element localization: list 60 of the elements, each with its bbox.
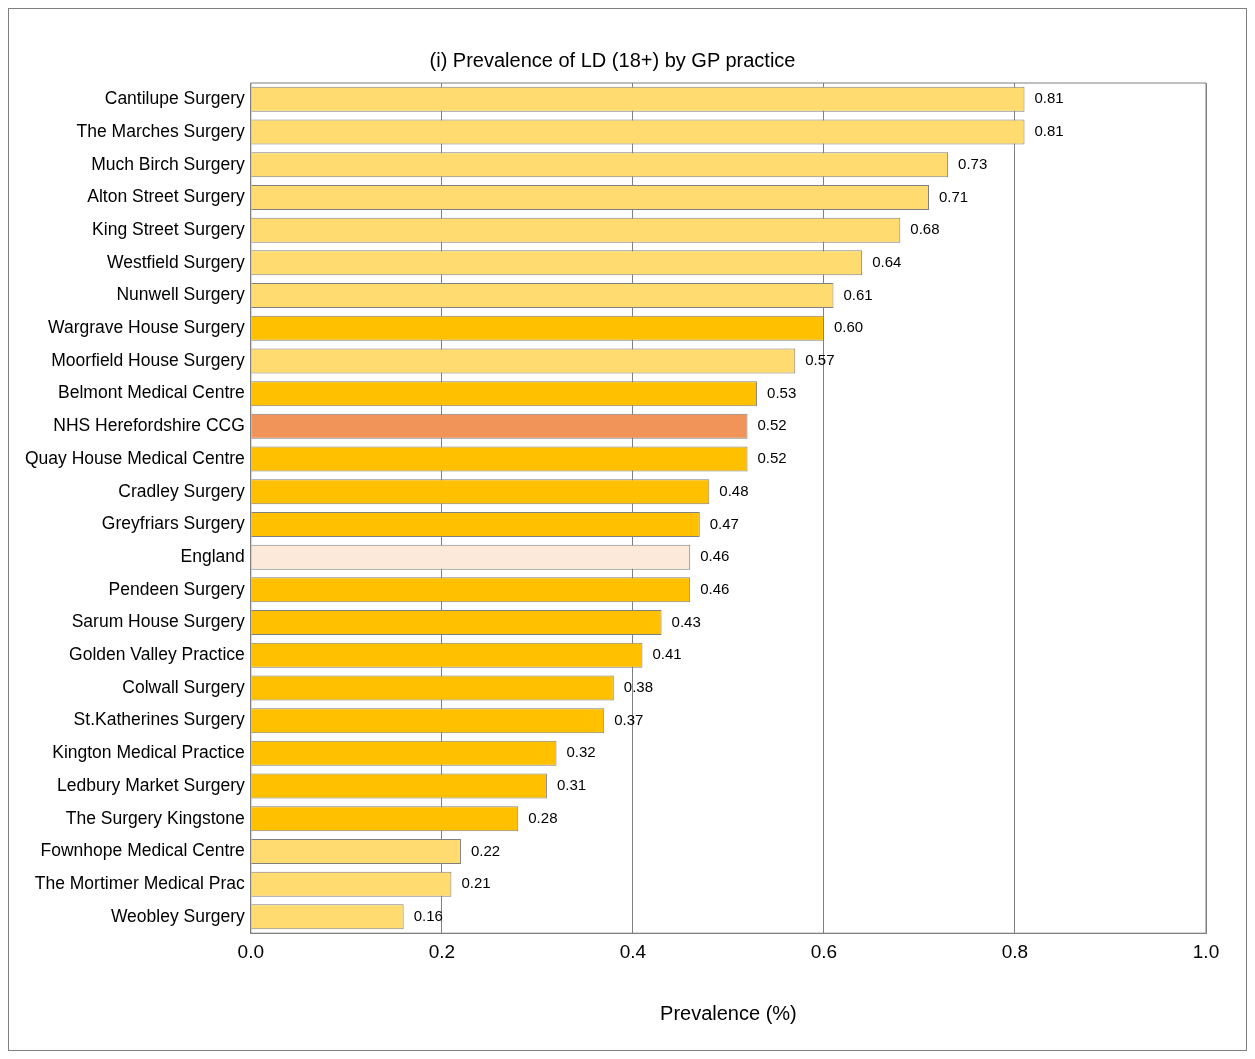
data-label: 0.28 <box>528 808 558 826</box>
data-label: 0.32 <box>566 743 596 761</box>
y-tick-label: England <box>180 545 245 566</box>
y-tick-label: Moorfield House Surgery <box>51 349 246 370</box>
data-label: 0.71 <box>939 187 969 205</box>
y-tick-label: Sarum House Surgery <box>71 611 246 632</box>
data-label: 0.81 <box>1034 89 1064 107</box>
y-tick-label: Kington Medical Practice <box>52 742 245 763</box>
x-tick-label: 0.8 <box>1001 940 1029 962</box>
data-label: 0.46 <box>700 547 730 565</box>
data-label: 0.81 <box>1034 122 1064 140</box>
y-tick-label: Quay House Medical Centre <box>25 447 245 468</box>
data-label: 0.53 <box>767 383 797 401</box>
x-tick-label: 1.0 <box>1192 940 1220 962</box>
x-tick-label: 0.0 <box>237 940 265 962</box>
y-tick-label: Cantilupe Surgery <box>104 88 246 109</box>
data-label: 0.73 <box>958 154 988 172</box>
data-label: 0.43 <box>671 612 701 630</box>
y-tick-label: The Mortimer Medical Prac <box>34 872 246 893</box>
data-label: 0.47 <box>709 514 739 532</box>
y-tick-label: Alton Street Surgery <box>87 186 246 207</box>
y-tick-label: The Marches Surgery <box>76 120 246 141</box>
data-label: 0.46 <box>700 579 730 597</box>
x-tick-label: 0.2 <box>428 940 456 962</box>
data-label: 0.22 <box>470 841 501 859</box>
y-tick-label: Colwall Surgery <box>122 676 246 697</box>
y-tick-label: Much Birch Surgery <box>91 153 246 174</box>
y-tick-label: Fownhope Medical Centre <box>40 840 245 861</box>
y-tick-label: Weobley Surgery <box>110 905 246 926</box>
data-label: 0.64 <box>872 252 902 270</box>
y-tick-label: Wargrave House Surgery <box>48 317 246 338</box>
chart-title: (i) Prevalence of LD (18+) by GP practice <box>429 48 796 71</box>
data-label: 0.21 <box>461 874 491 892</box>
y-tick-label: Belmont Medical Centre <box>58 382 245 403</box>
y-tick-label: Cradley Surgery <box>118 480 246 501</box>
data-label: 0.31 <box>556 776 587 794</box>
y-tick-label: Greyfriars Surgery <box>101 513 246 534</box>
data-label: 0.52 <box>757 416 787 434</box>
data-label: 0.38 <box>623 678 653 696</box>
data-label: 0.52 <box>757 449 787 467</box>
y-tick-label: Pendeen Surgery <box>108 578 246 599</box>
data-label: 0.16 <box>413 906 443 924</box>
data-label: 0.68 <box>910 220 940 238</box>
y-tick-label: Golden Valley Practice <box>69 644 245 665</box>
data-label: 0.48 <box>719 481 749 499</box>
y-tick-label: The Surgery Kingstone <box>65 807 245 828</box>
data-label: 0.57 <box>805 351 835 369</box>
x-tick-label: 0.4 <box>619 940 647 962</box>
data-label: 0.41 <box>652 645 682 663</box>
x-tick-label: 0.6 <box>810 940 838 962</box>
y-tick-label: King Street Surgery <box>92 218 246 239</box>
data-label: 0.60 <box>833 318 864 336</box>
y-tick-label: Ledbury Market Surgery <box>57 774 246 795</box>
y-tick-label: Westfield Surgery <box>107 251 246 272</box>
x-axis-title: Prevalence (%) <box>660 1001 797 1024</box>
y-tick-label: NHS Herefordshire CCG <box>53 415 245 436</box>
y-tick-label: Nunwell Surgery <box>116 284 246 305</box>
data-label: 0.61 <box>843 285 873 303</box>
data-label: 0.37 <box>614 710 644 728</box>
y-tick-label: St.Katherines Surgery <box>73 709 246 730</box>
